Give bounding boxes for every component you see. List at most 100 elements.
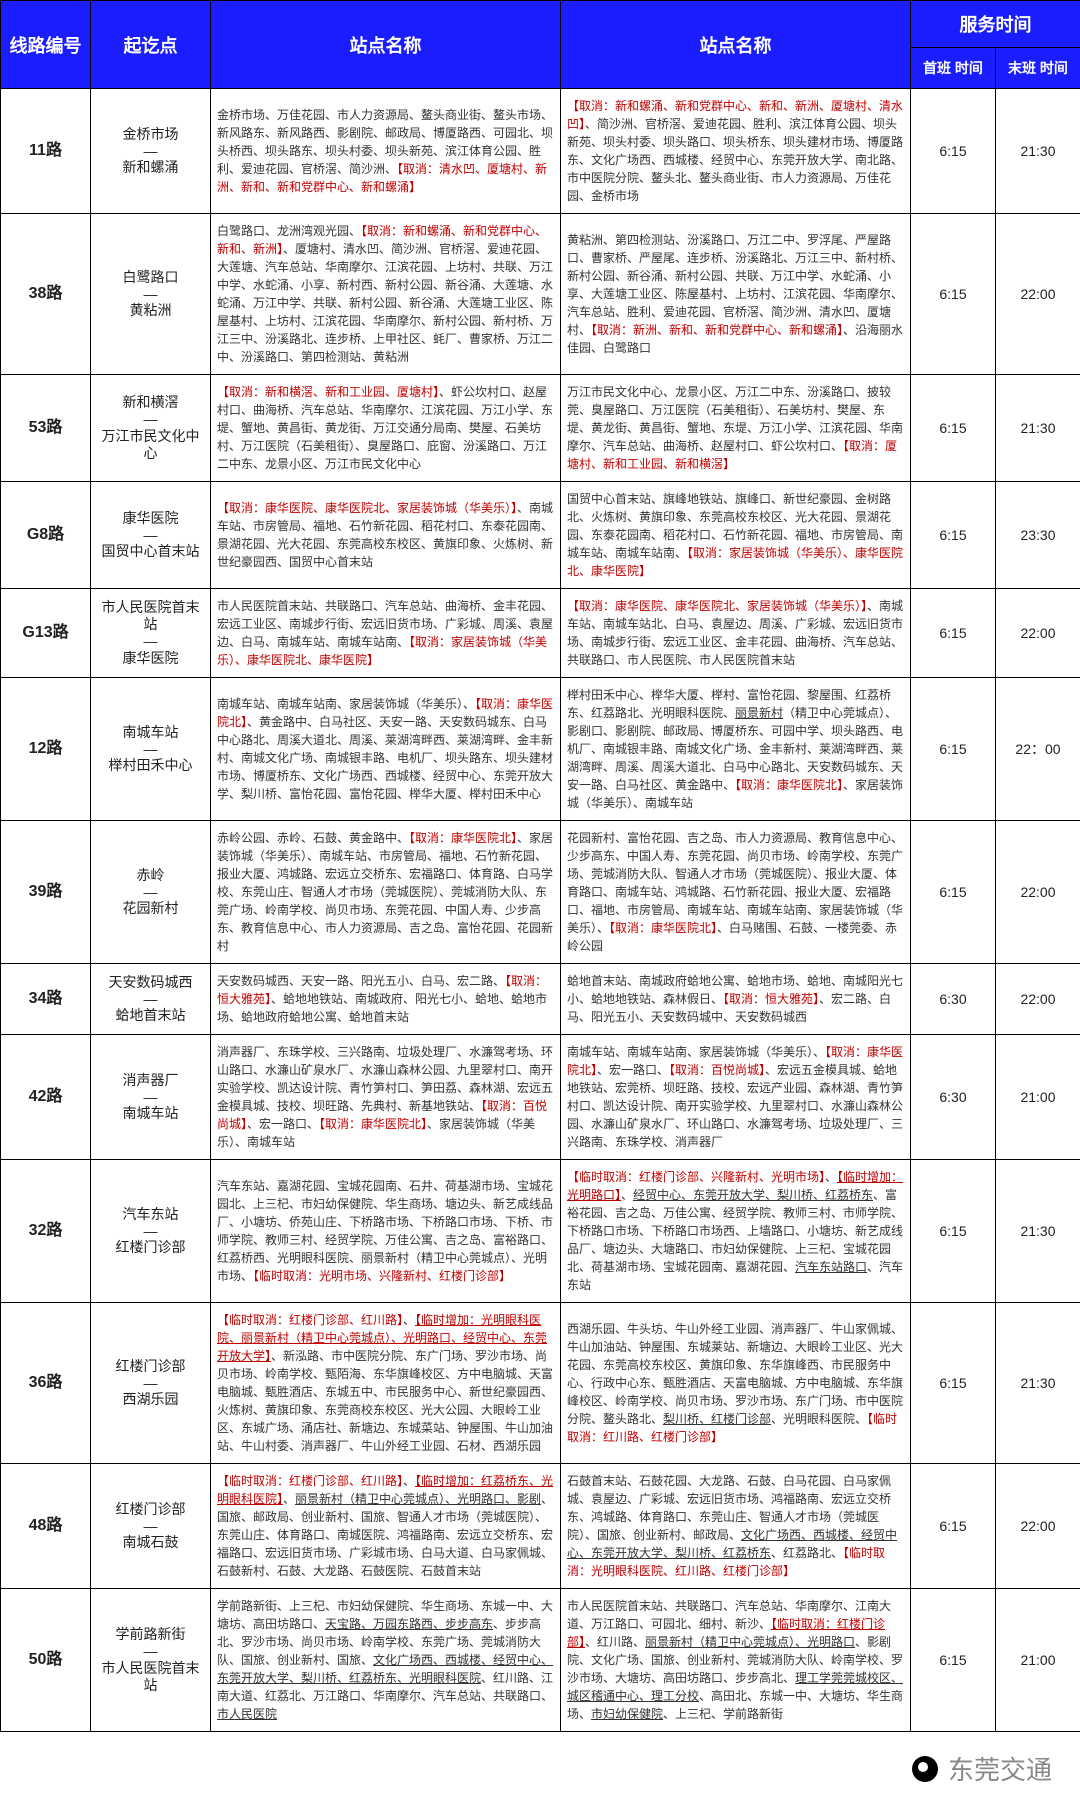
stops-outbound: 南城车站、南城车站南、家居装饰城（华美乐）、【取消：康华医院北】、黄金路中、白马… — [211, 678, 561, 821]
first-bus-time: 6:15 — [911, 589, 996, 678]
stops-inbound: 榉村田禾中心、榉华大厦、榉村、富怡花园、黎屋围、红荔桥东、红荔路北、光明眼科医院… — [561, 678, 911, 821]
stops-outbound: 【取消：新和横滘、新和工业园、厦塘村】、虾公坎村口、赵屋村口、曲海桥、汽车总站、… — [211, 375, 561, 482]
last-bus-time: 21:30 — [996, 1160, 1080, 1303]
first-bus-time: 6:15 — [911, 482, 996, 589]
wechat-icon — [912, 1756, 938, 1782]
stops-outbound: 学前路新街、上三杞、市妇幼保健院、华生商场、东城一中、大塘坊、高田坊路口、天宝路… — [211, 1589, 561, 1732]
route-number: 42路 — [1, 1035, 91, 1160]
last-bus-time: 21:00 — [996, 1589, 1080, 1732]
table-row: 34路天安数码城西—蛤地首末站天安数码城西、天安一路、阳光五小、白马、宏二路、【… — [1, 964, 1080, 1035]
first-bus-time: 6:30 — [911, 964, 996, 1035]
route-endpoints: 天安数码城西—蛤地首末站 — [91, 964, 211, 1035]
route-number: 34路 — [1, 964, 91, 1035]
first-bus-time: 6:15 — [911, 1160, 996, 1303]
footer: 东莞交通 — [0, 1732, 1080, 1809]
stops-outbound: 市人民医院首末站、共联路口、汽车总站、曲海桥、金丰花园、宏远工业区、南城步行街、… — [211, 589, 561, 678]
route-number: 32路 — [1, 1160, 91, 1303]
stops-inbound: 万江市民文化中心、龙景小区、万江二中东、汾溪路口、披较莞、臭屋路口、万江医院（石… — [561, 375, 911, 482]
stops-inbound: 西湖乐园、牛头坊、牛山外经工业园、消声器厂、牛山家佩城、牛山加油站、钟屋围、东城… — [561, 1303, 911, 1464]
table-row: 12路南城车站—榉村田禾中心南城车站、南城车站南、家居装饰城（华美乐）、【取消：… — [1, 678, 1080, 821]
table-row: 48路红楼门诊部—南城石鼓【临时取消：红楼门诊部、红川路】、【临时增加：红荔桥东… — [1, 1464, 1080, 1589]
route-endpoints: 市人民医院首末站—康华医院 — [91, 589, 211, 678]
route-endpoints: 白鹭路口—黄粘洲 — [91, 214, 211, 375]
route-number: G8路 — [1, 482, 91, 589]
first-bus-time: 6:30 — [911, 1035, 996, 1160]
route-number: 12路 — [1, 678, 91, 821]
stops-inbound: 南城车站、南城车站南、家居装饰城（华美乐）、【取消：康华医院北】、宏一路口、【取… — [561, 1035, 911, 1160]
last-bus-time: 22:00 — [996, 589, 1080, 678]
route-endpoints: 红楼门诊部—西湖乐园 — [91, 1303, 211, 1464]
stops-outbound: 天安数码城西、天安一路、阳光五小、白马、宏二路、【取消：恒大雅苑】、蛤地地铁站、… — [211, 964, 561, 1035]
footer-source: 东莞交通 — [948, 1750, 1052, 1787]
last-bus-time: 22:00 — [996, 964, 1080, 1035]
route-number: 11路 — [1, 89, 91, 214]
first-bus-time: 6:15 — [911, 214, 996, 375]
table-row: G13路市人民医院首末站—康华医院市人民医院首末站、共联路口、汽车总站、曲海桥、… — [1, 589, 1080, 678]
route-number: 38路 — [1, 214, 91, 375]
stops-outbound: 汽车东站、嘉湖花园、宝城花园南、石井、荷基湖市场、宝城花园北、上三杞、市妇幼保健… — [211, 1160, 561, 1303]
stops-outbound: 白鹭路口、龙洲湾观光园、【取消：新和螺涌、新和党群中心、新和、新洲】、厦塘村、清… — [211, 214, 561, 375]
table-row: 11路金桥市场—新和螺涌金桥市场、万佳花园、市人力资源局、鳌头商业街、鳌头市场、… — [1, 89, 1080, 214]
route-number: G13路 — [1, 589, 91, 678]
route-endpoints: 南城车站—榉村田禾中心 — [91, 678, 211, 821]
route-endpoints: 消声器厂—南城车站 — [91, 1035, 211, 1160]
stops-outbound: 赤岭公园、赤岭、石鼓、黄金路中、【取消：康华医院北】、家居装饰城（华美乐）、南城… — [211, 821, 561, 964]
stops-inbound: 市人民医院首末站、共联路口、汽车总站、华南摩尔、江南大道、万江路口、可园北、细村… — [561, 1589, 911, 1732]
route-number: 53路 — [1, 375, 91, 482]
table-row: 39路赤岭—花园新村赤岭公园、赤岭、石鼓、黄金路中、【取消：康华医院北】、家居装… — [1, 821, 1080, 964]
table-row: 36路红楼门诊部—西湖乐园【临时取消：红楼门诊部、红川路】、【临时增加：光明眼科… — [1, 1303, 1080, 1464]
header-first-bus: 首班 时间 — [911, 48, 996, 89]
last-bus-time: 22:00 — [996, 821, 1080, 964]
header-route-no: 线路编号 — [1, 1, 91, 89]
table-row: G8路康华医院—国贸中心首末站【取消：康华医院、康华医院北、家居装饰城（华美乐）… — [1, 482, 1080, 589]
stops-inbound: 石鼓首末站、石鼓花园、大龙路、石鼓、白马花园、白马家佩城、袁屋边、广彩城、宏远旧… — [561, 1464, 911, 1589]
route-endpoints: 汽车东站—红楼门诊部 — [91, 1160, 211, 1303]
stops-inbound: 【临时取消：红楼门诊部、兴隆新村、光明市场】、【临时增加：光明路口】、经贸中心、… — [561, 1160, 911, 1303]
route-number: 48路 — [1, 1464, 91, 1589]
stops-outbound: 【临时取消：红楼门诊部、红川路】、【临时增加：红荔桥东、光明眼科医院】、丽景新村… — [211, 1464, 561, 1589]
header-stops-a: 站点名称 — [211, 1, 561, 89]
header-last-bus: 末班 时间 — [996, 48, 1080, 89]
table-row: 50路学前路新街—市人民医院首末站学前路新街、上三杞、市妇幼保健院、华生商场、东… — [1, 1589, 1080, 1732]
header-endpoints: 起讫点 — [91, 1, 211, 89]
first-bus-time: 6:15 — [911, 1464, 996, 1589]
first-bus-time: 6:15 — [911, 1303, 996, 1464]
route-endpoints: 红楼门诊部—南城石鼓 — [91, 1464, 211, 1589]
route-endpoints: 新和横滘—万江市民文化中心 — [91, 375, 211, 482]
stops-outbound: 【取消：康华医院、康华医院北、家居装饰城（华美乐）】、南城车站、市房管局、福地、… — [211, 482, 561, 589]
last-bus-time: 21:30 — [996, 89, 1080, 214]
table-row: 53路新和横滘—万江市民文化中心【取消：新和横滘、新和工业园、厦塘村】、虾公坎村… — [1, 375, 1080, 482]
header-stops-b: 站点名称 — [561, 1, 911, 89]
stops-inbound: 蛤地首末站、南城政府蛤地公寓、蛤地市场、蛤地、南城阳光七小、蛤地地铁站、森林假日… — [561, 964, 911, 1035]
last-bus-time: 21:00 — [996, 1035, 1080, 1160]
stops-outbound: 消声器厂、东珠学校、三兴路南、垃圾处理厂、水濂驾考场、环山路口、水濂山矿泉水厂、… — [211, 1035, 561, 1160]
route-number: 50路 — [1, 1589, 91, 1732]
stops-inbound: 【取消：康华医院、康华医院北、家居装饰城（华美乐）】、南城车站、南城车站北、白马… — [561, 589, 911, 678]
first-bus-time: 6:15 — [911, 375, 996, 482]
header-service-time: 服务时间 — [911, 1, 1080, 48]
route-number: 36路 — [1, 1303, 91, 1464]
last-bus-time: 22：00 — [996, 678, 1080, 821]
table-row: 42路消声器厂—南城车站消声器厂、东珠学校、三兴路南、垃圾处理厂、水濂驾考场、环… — [1, 1035, 1080, 1160]
table-row: 32路汽车东站—红楼门诊部汽车东站、嘉湖花园、宝城花园南、石井、荷基湖市场、宝城… — [1, 1160, 1080, 1303]
bus-schedule-table: 线路编号 起讫点 站点名称 站点名称 服务时间 首班 时间 末班 时间 11路金… — [0, 0, 1080, 1732]
stops-outbound: 金桥市场、万佳花园、市人力资源局、鳌头商业街、鳌头市场、新风路东、新风路西、影剧… — [211, 89, 561, 214]
route-endpoints: 金桥市场—新和螺涌 — [91, 89, 211, 214]
route-endpoints: 赤岭—花园新村 — [91, 821, 211, 964]
first-bus-time: 6:15 — [911, 1589, 996, 1732]
table-row: 38路白鹭路口—黄粘洲白鹭路口、龙洲湾观光园、【取消：新和螺涌、新和党群中心、新… — [1, 214, 1080, 375]
schedule-table: 线路编号 起讫点 站点名称 站点名称 服务时间 首班 时间 末班 时间 11路金… — [0, 0, 1080, 1732]
first-bus-time: 6:15 — [911, 89, 996, 214]
route-endpoints: 学前路新街—市人民医院首末站 — [91, 1589, 211, 1732]
last-bus-time: 22:00 — [996, 1464, 1080, 1589]
stops-inbound: 花园新村、富怡花园、吉之岛、市人力资源局、教育信息中心、少步高东、中国人寿、东莞… — [561, 821, 911, 964]
last-bus-time: 22:00 — [996, 214, 1080, 375]
route-number: 39路 — [1, 821, 91, 964]
last-bus-time: 23:30 — [996, 482, 1080, 589]
first-bus-time: 6:15 — [911, 678, 996, 821]
last-bus-time: 21:30 — [996, 1303, 1080, 1464]
route-endpoints: 康华医院—国贸中心首末站 — [91, 482, 211, 589]
first-bus-time: 6:15 — [911, 821, 996, 964]
stops-inbound: 【取消：新和螺涌、新和党群中心、新和、新洲、厦塘村、清水凹】、简沙洲、官桥滘、爱… — [561, 89, 911, 214]
last-bus-time: 21:30 — [996, 375, 1080, 482]
